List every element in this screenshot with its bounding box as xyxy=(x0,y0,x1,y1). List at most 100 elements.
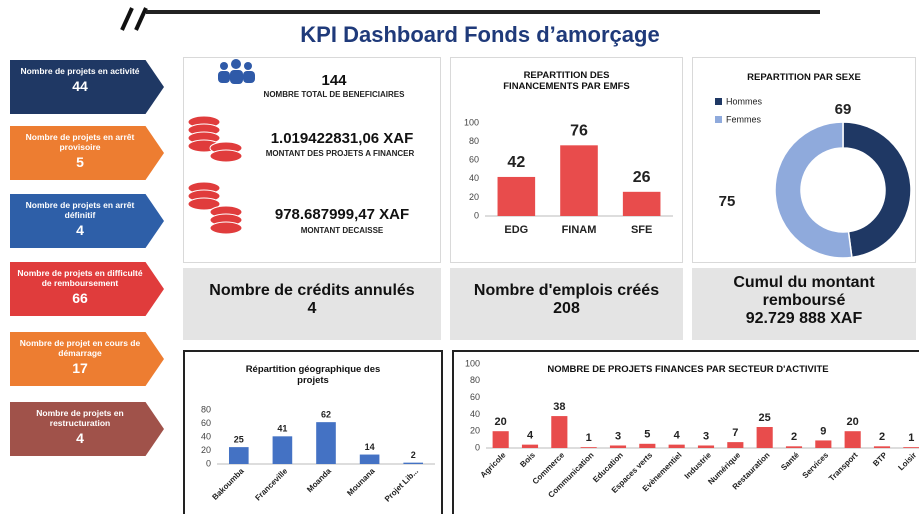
chart-panel: REPARTITION DES FINANCEMENTS PAR EMFS 0 2… xyxy=(450,57,683,263)
value-label: 14 xyxy=(365,442,375,452)
x-tick-label: Loisir xyxy=(896,451,918,473)
value-label: 9 xyxy=(820,425,826,437)
value-label: 20 xyxy=(495,416,507,428)
donut-slice xyxy=(842,121,912,259)
value-label: 2 xyxy=(411,450,416,460)
y-tick-label: 60 xyxy=(470,392,480,402)
y-tick-label: 60 xyxy=(469,155,479,165)
y-tick-label: 20 xyxy=(470,426,480,436)
icons xyxy=(187,59,255,235)
x-tick-label: Santé xyxy=(779,450,801,472)
card-value: 44 xyxy=(72,78,88,94)
x-tick-label: EDG xyxy=(504,224,528,236)
beneficiaries-label: NOMBRE TOTAL DE BENEFICIAIRES xyxy=(263,90,405,99)
card-value: 66 xyxy=(72,290,88,306)
x-tick-label: Franceville xyxy=(253,466,289,502)
bar xyxy=(756,427,773,448)
kpi-value: 4 xyxy=(307,300,317,317)
y-tick-label: 40 xyxy=(469,173,479,183)
card-label: Nombre de projets en activité xyxy=(20,66,140,76)
card-label: Nombre de projet en cours de démarrage xyxy=(19,338,141,358)
y-tick-label: 100 xyxy=(465,358,480,368)
value-label: 41 xyxy=(277,424,287,434)
disbursed-label: MONTANT DECAISSE xyxy=(300,226,384,235)
x-tick-label: SFE xyxy=(631,224,652,236)
kpi-box: Nombre d'emplois créés 208 xyxy=(450,268,683,340)
bar xyxy=(697,445,715,448)
value-label: 42 xyxy=(507,154,525,171)
beneficiaries-value: 144 xyxy=(321,72,347,89)
value-label: 25 xyxy=(759,412,771,424)
value-label: 5 xyxy=(644,429,650,441)
y-tick-label: 100 xyxy=(464,117,479,127)
value-label: 62 xyxy=(321,410,331,420)
status-card: Nombre de projets en activité 44 xyxy=(10,60,164,114)
value-label: 76 xyxy=(570,123,588,140)
value-label: 26 xyxy=(633,169,651,186)
x-tick-label: Mounana xyxy=(345,466,377,498)
card-value: 5 xyxy=(76,154,84,170)
bar xyxy=(521,444,539,448)
x-tick-label: Services xyxy=(801,450,831,480)
card-label: Nombre de projets en difficulté de rembo… xyxy=(17,268,143,288)
chart-title: REPARTITION PAR SEXE xyxy=(747,72,861,83)
donut-slice xyxy=(774,121,853,259)
value-label: 1 xyxy=(586,432,592,444)
bar xyxy=(785,446,803,448)
status-card: Nombre de projets en arrêt définitif 4 xyxy=(10,194,164,248)
card-label: Nombre de projets en restructuration xyxy=(36,408,124,428)
bar xyxy=(639,443,656,448)
chart-panel: NOMBRE DE PROJETS FINANCES PAR SECTEUR D… xyxy=(452,350,919,514)
value-label: 4 xyxy=(527,430,534,442)
y-tick-label: 20 xyxy=(469,192,479,202)
chart-title: NOMBRE DE PROJETS FINANCES PAR SECTEUR D… xyxy=(547,364,829,375)
bar xyxy=(228,447,249,464)
bar xyxy=(815,440,832,448)
status-card: Nombre de projets en difficulté de rembo… xyxy=(10,262,164,316)
bar xyxy=(492,431,509,448)
bar xyxy=(903,447,919,448)
y-tick-label: 80 xyxy=(470,375,480,385)
value-label: 75 xyxy=(719,193,736,210)
bar xyxy=(316,422,336,464)
bar xyxy=(873,446,891,448)
value-label: 2 xyxy=(879,431,885,443)
y-tick-label: 80 xyxy=(201,404,211,414)
to-finance-label: MONTANT DES PROJETS A FINANCER xyxy=(265,149,415,158)
to-finance-value: 1.019422831,06 XAF xyxy=(270,130,414,147)
bar xyxy=(403,462,424,464)
card-label: Nombre de projets en arrêt provisoire xyxy=(25,132,135,152)
chart-panel: REPARTITION PAR SEXE 69 Hommes 75 Femmes xyxy=(692,57,916,263)
value-label: 38 xyxy=(553,401,565,413)
y-tick-label: 0 xyxy=(206,458,211,468)
header-decor xyxy=(120,7,820,31)
x-tick-label: Bakoumba xyxy=(210,466,246,502)
value-label: 7 xyxy=(732,427,738,439)
chart-panel: Répartition géographique des projets 0 20… xyxy=(183,350,443,514)
chart: 0 20 40 60 80 25 Bakoumba 41 Franceville 62 Moanda… xyxy=(201,404,435,504)
chart-title: REPARTITION DES FINANCEMENTS PAR EMFS xyxy=(503,70,630,92)
dashboard-title: KPI Dashboard Fonds d’amorçage xyxy=(300,22,660,47)
y-tick-label: 60 xyxy=(201,418,211,428)
y-tick-label: 40 xyxy=(201,431,211,441)
status-card: Nombre de projets en restructuration 4 xyxy=(10,402,164,456)
kpi-box: Nombre de crédits annulés 4 xyxy=(183,268,441,340)
disbursed-value: 978.687999,47 XAF xyxy=(274,206,410,223)
y-tick-label: 20 xyxy=(201,445,211,455)
kpi-value: 208 xyxy=(553,300,580,317)
x-tick-label: Agricole xyxy=(479,450,508,479)
bar xyxy=(580,447,597,448)
chart: 0 20 40 60 80 100 42 EDG 76 FINAM 26 SFE xyxy=(464,117,673,236)
status-card: Nombre de projets en arrêt provisoire 5 xyxy=(10,126,164,180)
totals-panel: 144 NOMBRE TOTAL DE BENEFICIAIRES 1.0194… xyxy=(183,57,441,263)
kpi-box: Cumul du montant remboursé 92.729 888 XA… xyxy=(692,268,916,340)
card-value: 17 xyxy=(72,360,88,376)
card-label: Nombre de projets en arrêt définitif xyxy=(25,200,135,220)
x-tick-label: Bois xyxy=(518,450,537,469)
bar xyxy=(551,416,568,448)
card-value: 4 xyxy=(76,430,84,446)
bar xyxy=(622,191,661,216)
x-tick-label: FINAM xyxy=(562,224,597,236)
value-label: 3 xyxy=(703,430,709,442)
